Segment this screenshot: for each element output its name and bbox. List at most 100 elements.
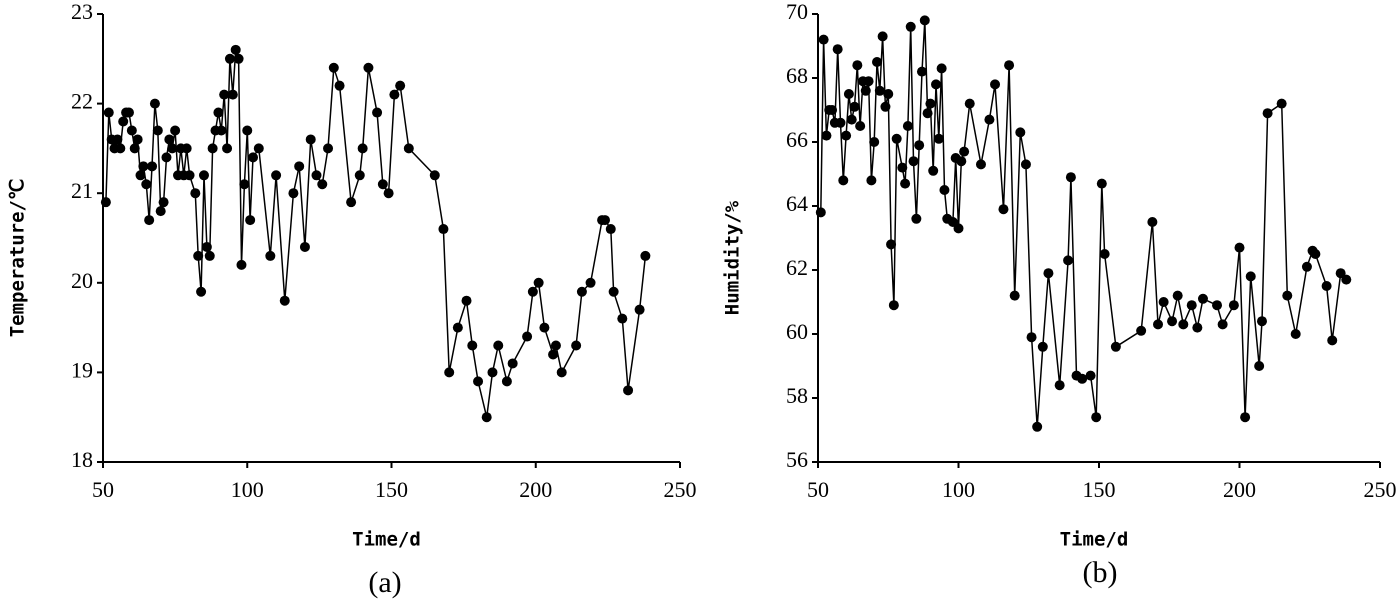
data-point — [891, 133, 902, 144]
data-point — [874, 85, 885, 96]
data-point — [872, 57, 883, 67]
data-point — [294, 161, 305, 172]
data-point — [299, 241, 310, 252]
data-point — [507, 358, 518, 369]
data-point — [271, 170, 282, 181]
data-point — [931, 79, 942, 90]
data-point — [305, 134, 316, 145]
data-point — [354, 170, 365, 181]
data-point — [556, 367, 567, 378]
data-point — [372, 107, 383, 118]
data-point — [975, 159, 986, 170]
data-point — [908, 156, 919, 167]
data-point — [1341, 274, 1352, 285]
data-point — [311, 170, 322, 181]
data-point — [897, 162, 908, 173]
y-tick-label: 68 — [786, 63, 808, 88]
x-tick-label: 50 — [807, 477, 829, 502]
data-point — [438, 224, 449, 235]
data-point — [461, 295, 472, 306]
data-point — [216, 125, 227, 136]
y-tick-label: 20 — [71, 268, 93, 293]
data-point — [383, 188, 394, 199]
caption: (a) — [368, 566, 401, 599]
data-point — [198, 170, 209, 181]
data-point — [155, 206, 166, 217]
data-point — [167, 143, 178, 154]
y-tick-label: 21 — [71, 178, 93, 203]
data-point — [900, 178, 911, 189]
data-line — [105, 49, 647, 418]
data-point — [473, 376, 484, 387]
data-point — [363, 62, 374, 73]
data-point — [838, 175, 849, 186]
data-point — [914, 140, 925, 151]
y-tick-label: 66 — [786, 127, 808, 152]
y-tick-label: 22 — [71, 89, 93, 114]
data-point — [634, 304, 645, 315]
x-tick-label: 200 — [519, 477, 552, 502]
data-point — [855, 121, 866, 131]
data-point — [1217, 319, 1228, 330]
data-point — [1026, 332, 1037, 343]
data-point — [880, 101, 891, 112]
data-point — [126, 125, 137, 136]
data-point — [1032, 421, 1043, 432]
data-point — [605, 224, 616, 235]
data-point — [204, 250, 215, 261]
data-point — [1197, 293, 1208, 304]
data-point — [1147, 217, 1158, 227]
data-point — [1091, 412, 1102, 423]
y-tick-label: 64 — [786, 191, 808, 216]
x-axis-label: Time/d — [352, 529, 421, 551]
data-point — [403, 143, 414, 154]
y-axis-label: Temperature/℃ — [7, 179, 29, 338]
data-point — [919, 15, 930, 26]
data-point — [883, 89, 894, 99]
data-point — [1327, 335, 1338, 346]
y-tick-label: 70 — [786, 0, 808, 24]
data-point — [841, 130, 852, 141]
data-point — [1099, 249, 1110, 259]
data-point — [279, 295, 290, 306]
data-point — [164, 134, 175, 145]
data-point — [902, 121, 913, 131]
data-point — [849, 101, 860, 112]
data-point — [115, 143, 126, 154]
data-point — [1063, 255, 1074, 266]
y-tick-label: 62 — [786, 255, 808, 280]
data-point — [956, 156, 967, 167]
data-point — [576, 286, 587, 297]
data-point — [103, 107, 114, 118]
data-point — [1256, 316, 1267, 327]
data-point — [617, 313, 628, 324]
data-point — [599, 215, 610, 226]
x-axis-label: Time/d — [1060, 529, 1129, 551]
data-point — [184, 170, 195, 181]
data-point — [1037, 341, 1048, 352]
data-point — [207, 143, 218, 154]
data-point — [236, 259, 247, 270]
data-point — [623, 385, 634, 396]
data-point — [265, 250, 276, 261]
data-point — [939, 185, 950, 195]
x-tick-label: 150 — [1083, 477, 1116, 502]
data-point — [827, 105, 838, 115]
data-point — [245, 215, 256, 226]
data-point — [925, 98, 936, 109]
data-point — [493, 340, 504, 351]
data-point — [1085, 370, 1096, 381]
data-point — [877, 31, 888, 42]
data-point — [181, 143, 192, 154]
data-point — [1290, 329, 1301, 339]
y-tick-label: 58 — [786, 383, 808, 408]
data-point — [964, 98, 975, 109]
data-point — [144, 215, 155, 226]
data-point — [888, 300, 899, 311]
data-point — [1186, 300, 1197, 311]
data-point — [550, 340, 561, 351]
data-point — [452, 322, 463, 333]
x-tick-label: 50 — [92, 477, 114, 502]
data-point — [905, 21, 916, 32]
